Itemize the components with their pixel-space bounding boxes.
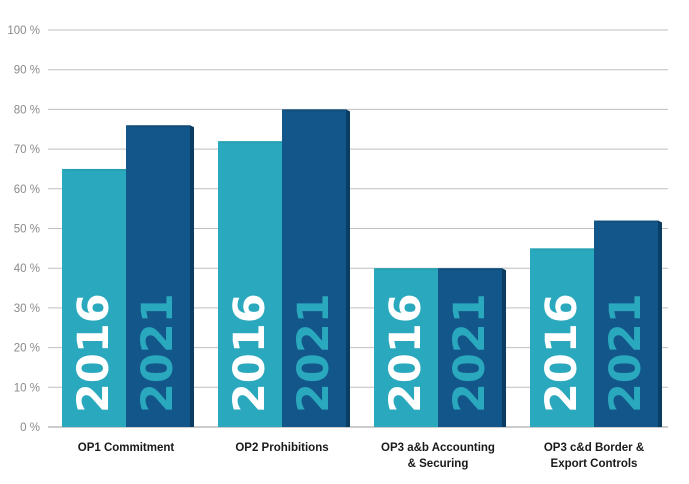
bar-top bbox=[126, 125, 194, 128]
y-tick-label: 40 % bbox=[14, 263, 40, 275]
bar-face bbox=[126, 125, 190, 427]
y-tick-label: 80 % bbox=[14, 104, 40, 116]
bar-year-label: 2016 bbox=[225, 293, 275, 413]
y-tick-label: 30 % bbox=[14, 303, 40, 315]
bar-year-label: 2016 bbox=[537, 293, 587, 413]
bar-side bbox=[658, 220, 662, 427]
y-tick-label: 60 % bbox=[14, 184, 40, 196]
bar-face bbox=[282, 109, 346, 428]
bar-top bbox=[282, 109, 350, 112]
bar-year-label: 2021 bbox=[133, 293, 183, 413]
bar-face bbox=[594, 220, 658, 427]
bar-2016-1: 2016 bbox=[218, 141, 286, 427]
bar-year-label: 2021 bbox=[289, 293, 339, 413]
y-tick-label: 90 % bbox=[14, 65, 40, 77]
bar-side bbox=[190, 125, 194, 427]
bar-2016-3: 2016 bbox=[530, 248, 598, 427]
x-category-label: OP1 Commitment bbox=[78, 442, 175, 454]
y-tick-label: 70 % bbox=[14, 144, 40, 156]
bars: 2016 2021 2016 2021 2016 2021 2016 2021 bbox=[62, 109, 662, 428]
bar-top bbox=[594, 220, 662, 223]
bar-side bbox=[502, 268, 506, 427]
bar-top bbox=[530, 248, 598, 251]
bar-2021-2: 2021 bbox=[438, 268, 506, 427]
bar-face bbox=[438, 268, 502, 427]
y-tick-label: 100 % bbox=[7, 25, 40, 37]
y-tick-label: 50 % bbox=[14, 224, 40, 236]
bar-2021-1: 2021 bbox=[282, 109, 350, 428]
bar-2021-3: 2021 bbox=[594, 220, 662, 427]
x-category-label: OP3 a&b Accounting & Securing bbox=[381, 442, 495, 470]
y-axis-tick-labels: 0 % 10 % 20 % 30 % 40 % 50 % 60 % 70 % 80 % 90 % 1… bbox=[7, 25, 40, 434]
x-category-label: OP3 c&d Border & Export Controls bbox=[544, 442, 644, 470]
bar-2021-0: 2021 bbox=[126, 125, 194, 427]
y-tick-label: 0 % bbox=[20, 422, 40, 434]
x-axis-category-labels: OP1 Commitment OP2 Prohibitions OP3 a&b Ac… bbox=[78, 442, 644, 470]
x-category-label: OP2 Prohibitions bbox=[235, 442, 328, 454]
bar-face bbox=[62, 168, 126, 427]
bar-year-label: 2021 bbox=[601, 293, 651, 413]
bar-2016-0: 2016 bbox=[62, 168, 130, 427]
bar-top bbox=[62, 168, 130, 171]
bar-top bbox=[438, 268, 506, 271]
bar-top bbox=[374, 268, 442, 271]
bar-side bbox=[346, 109, 350, 428]
y-tick-label: 10 % bbox=[14, 382, 40, 394]
bar-year-label: 2016 bbox=[381, 293, 431, 413]
bar-2016-2: 2016 bbox=[374, 268, 442, 427]
bar-face bbox=[530, 248, 594, 427]
bar-top bbox=[218, 141, 286, 144]
bar-face bbox=[218, 141, 282, 427]
y-tick-label: 20 % bbox=[14, 343, 40, 355]
bar-year-label: 2021 bbox=[445, 293, 495, 413]
bar-year-label: 2016 bbox=[69, 293, 119, 413]
bar-face bbox=[374, 268, 438, 427]
